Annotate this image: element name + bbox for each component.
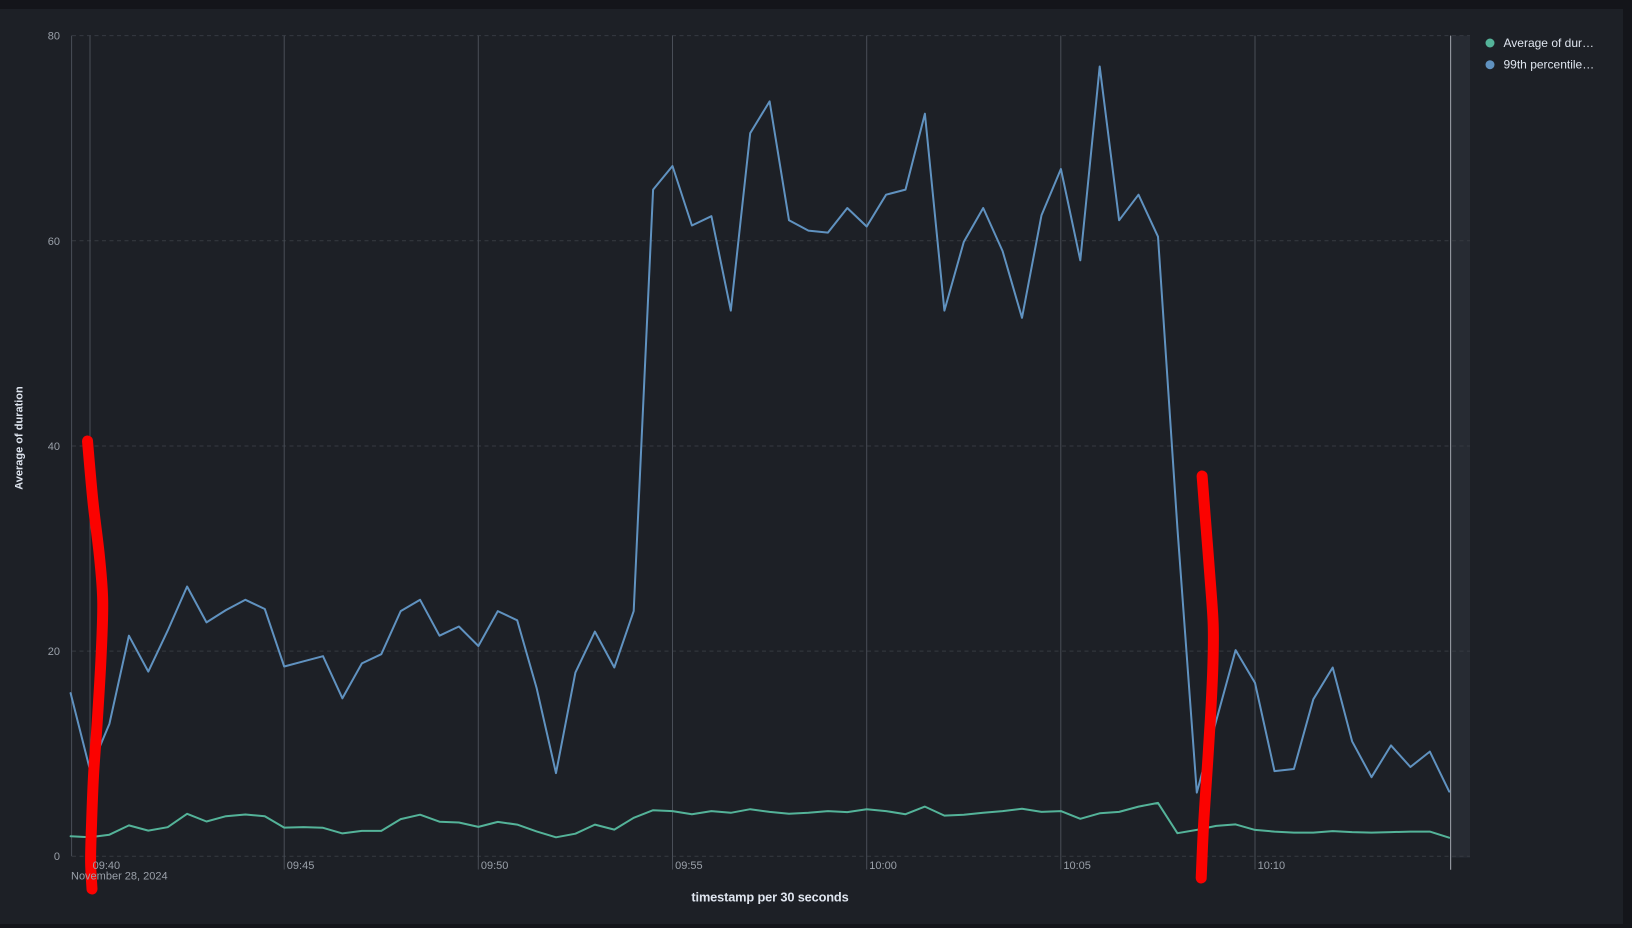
svg-text:timestamp per 30 seconds: timestamp per 30 seconds [691, 890, 848, 905]
svg-text:60: 60 [48, 236, 60, 248]
svg-text:80: 80 [48, 31, 60, 43]
svg-text:09:40: 09:40 [93, 860, 121, 872]
svg-text:09:55: 09:55 [675, 860, 703, 872]
svg-text:Average of dur…: Average of dur… [1504, 36, 1595, 50]
svg-text:10:10: 10:10 [1258, 860, 1286, 872]
svg-text:40: 40 [48, 441, 60, 453]
svg-text:10:05: 10:05 [1063, 860, 1091, 872]
svg-text:09:45: 09:45 [287, 860, 315, 872]
svg-text:10:00: 10:00 [869, 860, 897, 872]
svg-text:Average of duration: Average of duration [14, 386, 26, 490]
svg-text:0: 0 [54, 851, 60, 863]
svg-text:09:50: 09:50 [481, 860, 509, 872]
svg-text:99th percentile…: 99th percentile… [1504, 58, 1595, 72]
svg-text:20: 20 [48, 646, 60, 658]
svg-text:November 28, 2024: November 28, 2024 [71, 871, 168, 883]
